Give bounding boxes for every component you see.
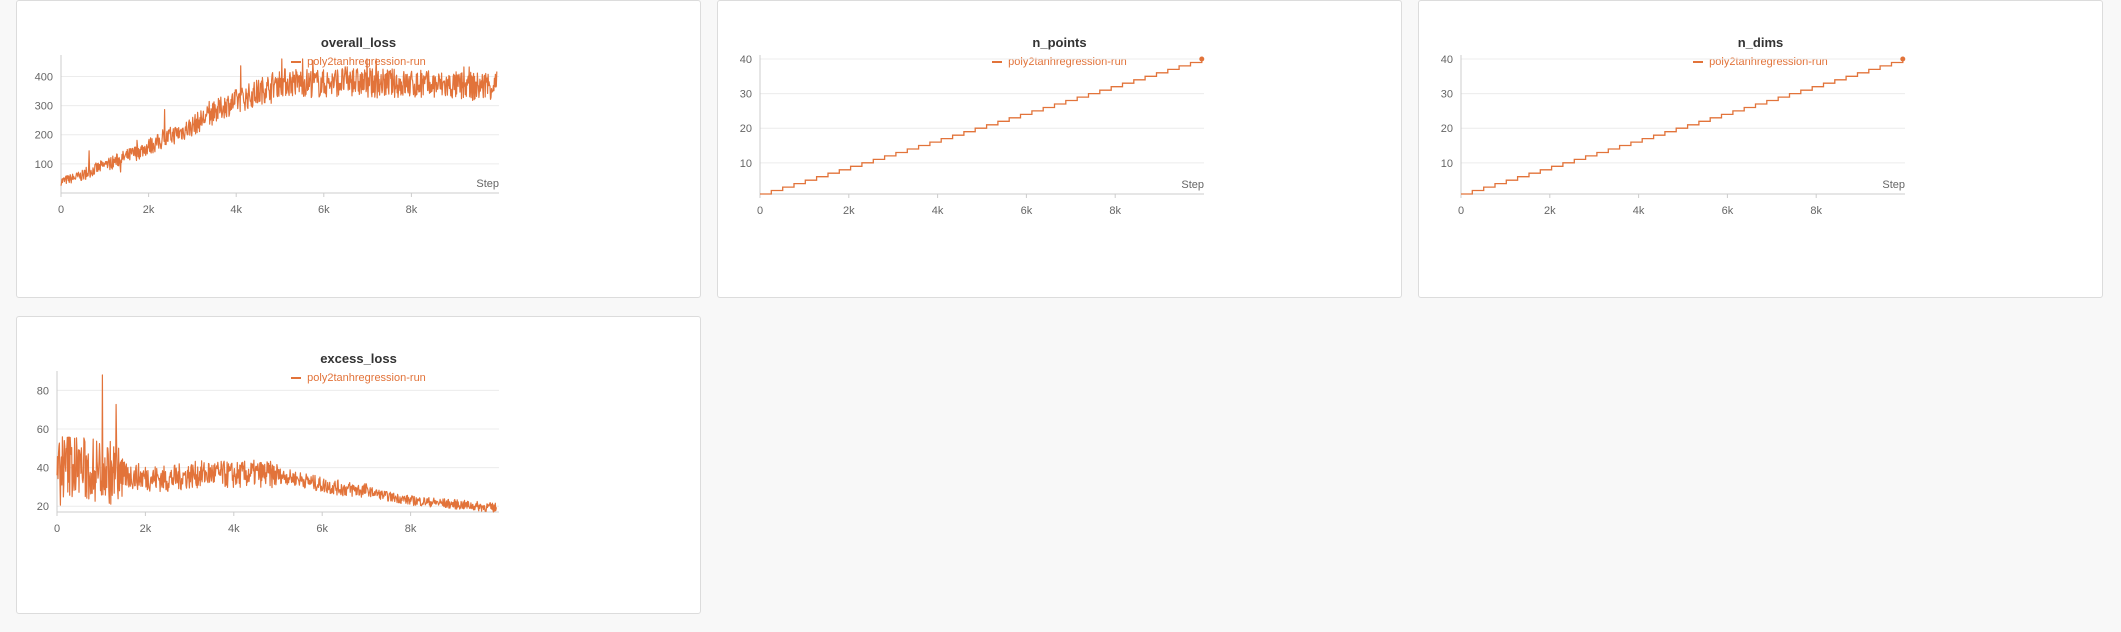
plot-area[interactable]: 10 20 30 40 0 2k 4k 6k 8k Step [1419, 1, 2102, 297]
chart-legend[interactable]: poly2tanhregression-run [17, 372, 700, 384]
x-tick-label: 6k [318, 204, 330, 216]
series-line [760, 59, 1203, 195]
x-tick-label: 8k [1810, 205, 1822, 217]
x-tick-label: 6k [1722, 205, 1734, 217]
x-tick-label: 2k [140, 523, 152, 535]
chart-panel-overall-loss: overall_loss poly2tanhregression-run 100… [16, 0, 701, 298]
x-axis-label: Step [476, 178, 499, 190]
plot-area[interactable]: 20 40 60 80 0 2k 4k 6k 8k [17, 317, 700, 613]
y-tick-label: 40 [740, 54, 752, 66]
chart-title: n_dims [1737, 35, 1784, 50]
y-tick-label: 10 [1441, 158, 1453, 170]
plot-area[interactable]: 10 20 30 40 0 2k 4k 6k 8k Step [718, 1, 1401, 297]
x-tick-label: 2k [843, 205, 855, 217]
series-endpoint [1199, 56, 1205, 62]
x-tick-label: 0 [1458, 205, 1464, 217]
x-tick-label: 4k [1633, 205, 1645, 217]
y-tick-label: 20 [37, 501, 49, 513]
series-endpoint [1900, 56, 1906, 62]
y-tick-label: 80 [37, 385, 49, 397]
legend-swatch [291, 61, 302, 64]
legend-swatch [992, 61, 1003, 64]
chart-title: n_points [1032, 35, 1087, 50]
x-tick-label: 4k [932, 205, 944, 217]
chart-panel-n-points: n_points poly2tanhregression-run 10 20 30 4… [717, 0, 1402, 298]
series-line [60, 58, 498, 186]
y-tick-label: 40 [1441, 54, 1453, 66]
y-tick-label: 20 [740, 123, 752, 135]
legend-swatch [1693, 61, 1704, 64]
x-tick-label: 8k [405, 523, 417, 535]
x-tick-label: 2k [1544, 205, 1556, 217]
chart-panel-n-dims: n_dims poly2tanhregression-run 10 20 30 40 0… [1418, 0, 2103, 298]
legend-label: poly2tanhregression-run [307, 372, 426, 384]
y-tick-label: 60 [37, 424, 49, 436]
chart-title: excess_loss [320, 351, 397, 366]
x-tick-label: 4k [230, 204, 242, 216]
y-tick-label: 40 [37, 463, 49, 475]
plot-area[interactable]: 100 200 300 400 0 2k 4k 6k 8k Step [17, 1, 700, 297]
x-axis-label: Step [1181, 179, 1204, 191]
series-line [56, 374, 497, 513]
chart-panel-excess-loss: excess_loss poly2tanhregression-run 20 40… [16, 316, 701, 614]
y-tick-label: 100 [35, 159, 53, 171]
y-tick-label: 10 [740, 158, 752, 170]
x-tick-label: 0 [757, 205, 763, 217]
y-tick-label: 200 [35, 130, 53, 142]
x-tick-label: 6k [316, 523, 328, 535]
y-tick-label: 30 [740, 89, 752, 101]
y-tick-label: 20 [1441, 123, 1453, 135]
x-tick-label: 8k [406, 204, 418, 216]
y-tick-label: 300 [35, 101, 53, 113]
x-tick-label: 6k [1021, 205, 1033, 217]
y-tick-label: 400 [35, 71, 53, 83]
x-tick-label: 4k [228, 523, 240, 535]
legend-swatch [291, 377, 302, 380]
series-line [1461, 59, 1904, 195]
x-tick-label: 8k [1109, 205, 1121, 217]
x-tick-label: 2k [143, 204, 155, 216]
y-tick-label: 30 [1441, 89, 1453, 101]
x-tick-label: 0 [58, 204, 64, 216]
chart-title: overall_loss [320, 35, 397, 50]
x-tick-label: 0 [54, 523, 60, 535]
x-axis-label: Step [1882, 179, 1905, 191]
